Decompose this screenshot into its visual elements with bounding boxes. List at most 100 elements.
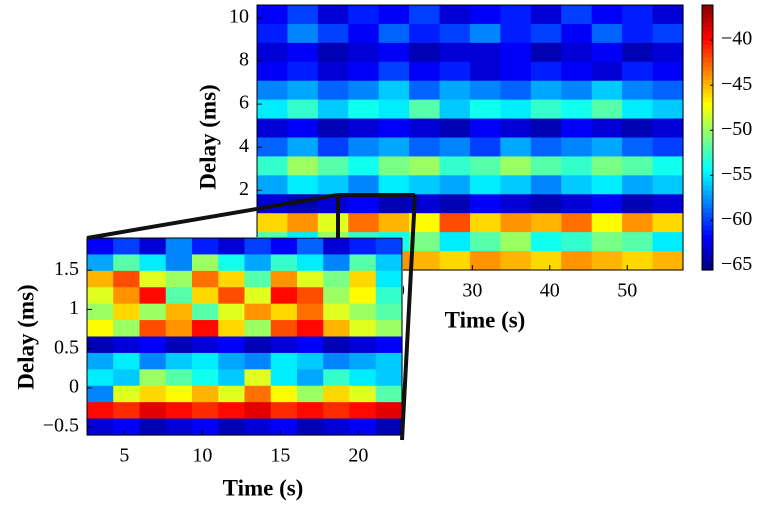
- heatmap-cell: [375, 336, 403, 354]
- heatmap-cell: [297, 270, 324, 288]
- heatmap-cell: [439, 232, 471, 252]
- heatmap-cell: [622, 251, 654, 271]
- heatmap-cell: [87, 369, 114, 387]
- heatmap-cell: [192, 369, 219, 387]
- heatmap-cell: [530, 137, 562, 158]
- heatmap-cell: [439, 99, 471, 120]
- heatmap-cell: [622, 5, 654, 25]
- colorbar-swatch: [702, 133, 713, 139]
- heatmap-cell: [113, 254, 141, 272]
- colorbar-swatch: [702, 256, 713, 262]
- heatmap-cell: [348, 194, 380, 214]
- heatmap-cell: [561, 156, 593, 176]
- heatmap-cell: [244, 369, 272, 387]
- heatmap-cell: [297, 254, 324, 272]
- heatmap-cell: [139, 385, 167, 403]
- heatmap-cell: [192, 254, 219, 272]
- heatmap-cell: [218, 336, 246, 354]
- colorbar-swatch: [702, 177, 713, 183]
- heatmap-cell: [270, 287, 298, 305]
- colorbar-swatch: [702, 265, 713, 271]
- heatmap-cell: [652, 118, 684, 139]
- colorbar-swatch: [702, 66, 713, 72]
- heatmap-cell: [375, 418, 403, 436]
- heatmap-cell: [139, 369, 167, 387]
- colorbar-swatch: [702, 225, 713, 231]
- y-tick-label: 1: [69, 297, 79, 319]
- heatmap-cell: [409, 175, 441, 195]
- heatmap-cell: [375, 320, 403, 338]
- heatmap-cell: [470, 99, 502, 120]
- heatmap-cell: [270, 270, 298, 288]
- heatmap-cell: [652, 251, 684, 271]
- heatmap-cell: [375, 287, 403, 305]
- x-tick-label: 50: [617, 280, 637, 302]
- x-axis-label: Time (s): [223, 475, 304, 500]
- heatmap-cell: [530, 61, 562, 82]
- colorbar-swatch: [702, 102, 713, 108]
- colorbar-swatch: [702, 181, 713, 187]
- x-tick-label: 15: [270, 445, 290, 467]
- heatmap-cell: [500, 213, 532, 233]
- heatmap-cell: [439, 213, 471, 233]
- heatmap-cell: [270, 418, 298, 436]
- colorbar-swatch: [702, 128, 713, 134]
- colorbar-swatch: [702, 261, 713, 267]
- heatmap-cell: [500, 251, 532, 271]
- heatmap-cell: [409, 42, 441, 63]
- heatmap-cell: [622, 213, 654, 233]
- heatmap-cell: [409, 80, 441, 101]
- colorbar-swatch: [702, 243, 713, 249]
- heatmap-cell: [500, 80, 532, 101]
- heatmap-cell: [287, 137, 319, 158]
- heatmap-cell: [113, 418, 141, 436]
- heatmap-cell: [317, 194, 349, 214]
- heatmap-cell: [218, 385, 246, 403]
- heatmap-cell: [165, 287, 193, 305]
- heatmap-cell: [317, 61, 349, 82]
- colorbar-swatch: [702, 62, 713, 68]
- colorbar-swatch: [702, 137, 713, 143]
- heatmap-cell: [113, 238, 141, 256]
- heatmap-cell: [470, 232, 502, 252]
- heatmap-cell: [270, 254, 298, 272]
- heatmap-cell: [218, 270, 246, 288]
- heatmap-cell: [297, 369, 324, 387]
- heatmap-cell: [323, 320, 351, 338]
- heatmap-cell: [323, 352, 351, 370]
- heatmap-cell: [470, 5, 502, 25]
- heatmap-cell: [500, 5, 532, 25]
- heatmap-cell: [561, 175, 593, 195]
- colorbar-swatch: [702, 5, 713, 11]
- heatmap-cell: [244, 287, 272, 305]
- y-tick-label: −0.5: [43, 415, 79, 437]
- heatmap-cell: [652, 23, 684, 44]
- heatmap-cell: [218, 287, 246, 305]
- heatmap-cell: [622, 80, 654, 101]
- heatmap-cell: [349, 254, 377, 272]
- heatmap-cell: [257, 61, 289, 82]
- heatmap-cell: [409, 118, 441, 139]
- heatmap-cell: [287, 118, 319, 139]
- heatmap-cell: [348, 42, 380, 63]
- heatmap-cell: [270, 320, 298, 338]
- heatmap-cell: [378, 80, 410, 101]
- colorbar-swatch: [702, 93, 713, 99]
- heatmap-cell: [409, 251, 441, 271]
- heatmap-cell: [139, 303, 167, 321]
- y-tick-label: 1.5: [54, 258, 79, 280]
- heatmap-cell: [323, 369, 351, 387]
- heatmap-cell: [375, 369, 403, 387]
- heatmap-cell: [409, 213, 441, 233]
- heatmap-cell: [652, 80, 684, 101]
- heatmap-cell: [317, 137, 349, 158]
- heatmap-cell: [561, 251, 593, 271]
- colorbar-swatch: [702, 252, 713, 258]
- heatmap-cell: [218, 352, 246, 370]
- heatmap-cell: [470, 194, 502, 214]
- heatmap-cell: [622, 61, 654, 82]
- heatmap-cell: [297, 336, 324, 354]
- heatmap-cell: [139, 238, 167, 256]
- heatmap-cell: [378, 137, 410, 158]
- colorbar-swatch: [702, 84, 713, 90]
